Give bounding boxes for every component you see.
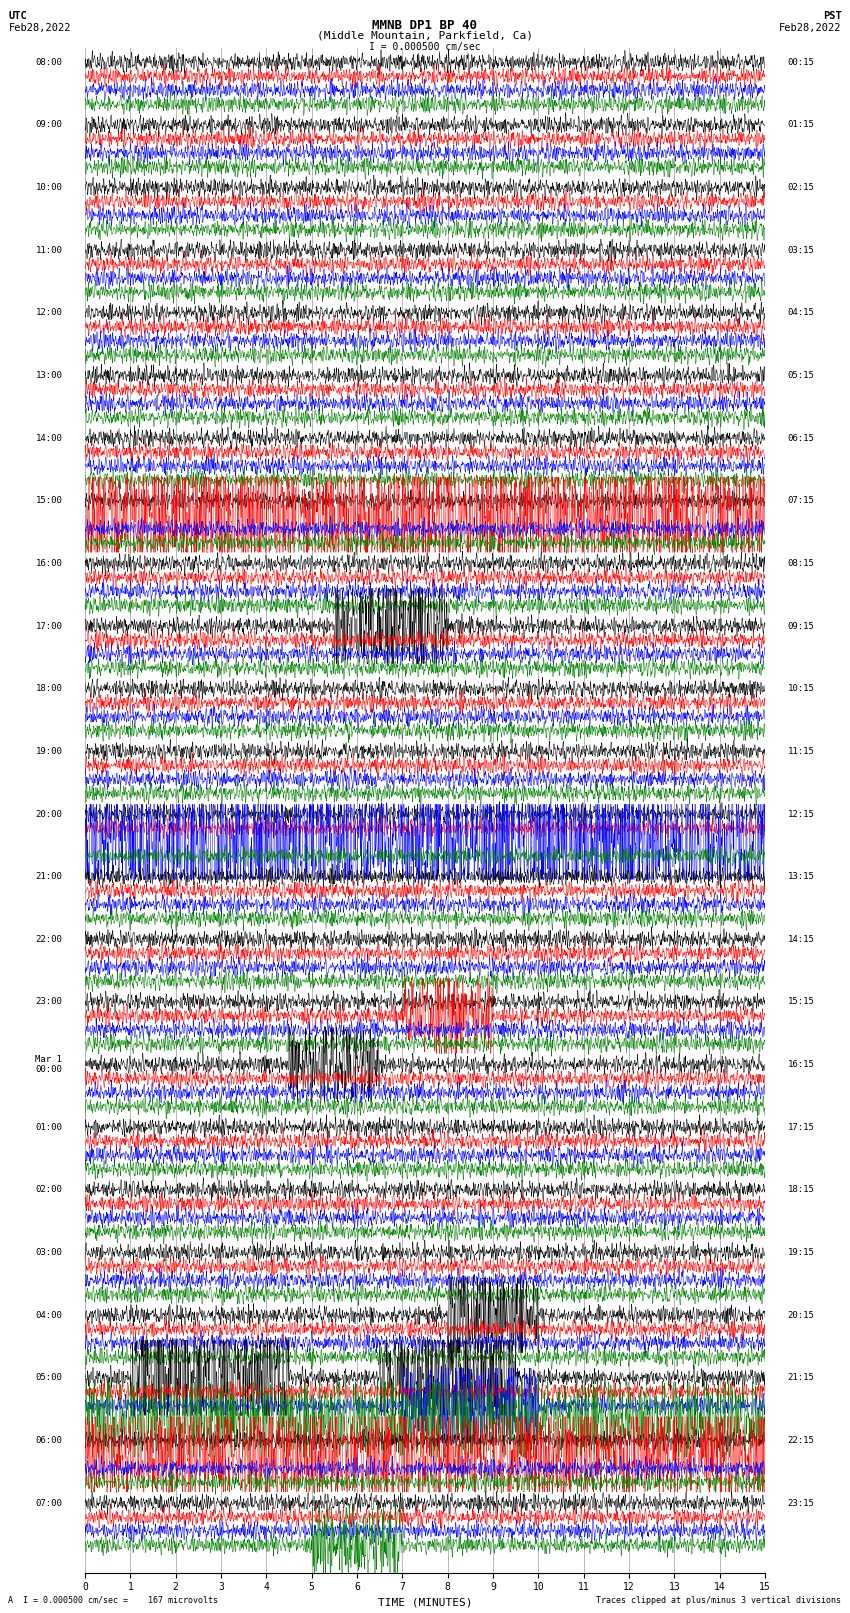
Text: 16:00: 16:00 [36, 560, 62, 568]
Text: 15:00: 15:00 [36, 497, 62, 505]
Text: UTC: UTC [8, 11, 27, 21]
Text: 06:15: 06:15 [788, 434, 814, 442]
Text: 09:00: 09:00 [36, 121, 62, 129]
Text: 04:15: 04:15 [788, 308, 814, 318]
X-axis label: TIME (MINUTES): TIME (MINUTES) [377, 1598, 473, 1608]
Text: 17:15: 17:15 [788, 1123, 814, 1132]
Text: 07:15: 07:15 [788, 497, 814, 505]
Text: 10:15: 10:15 [788, 684, 814, 694]
Text: 12:15: 12:15 [788, 810, 814, 818]
Text: 03:15: 03:15 [788, 245, 814, 255]
Text: 14:15: 14:15 [788, 936, 814, 944]
Text: 03:00: 03:00 [36, 1248, 62, 1257]
Text: Mar 1
00:00: Mar 1 00:00 [36, 1055, 62, 1074]
Text: 13:00: 13:00 [36, 371, 62, 381]
Text: 10:00: 10:00 [36, 184, 62, 192]
Text: 02:15: 02:15 [788, 184, 814, 192]
Text: 18:15: 18:15 [788, 1186, 814, 1194]
Text: 17:00: 17:00 [36, 621, 62, 631]
Text: 22:00: 22:00 [36, 936, 62, 944]
Text: 16:15: 16:15 [788, 1060, 814, 1069]
Text: 12:00: 12:00 [36, 308, 62, 318]
Text: 19:15: 19:15 [788, 1248, 814, 1257]
Text: 23:00: 23:00 [36, 997, 62, 1007]
Text: 21:15: 21:15 [788, 1373, 814, 1382]
Text: 00:15: 00:15 [788, 58, 814, 66]
Text: 02:00: 02:00 [36, 1186, 62, 1194]
Text: (Middle Mountain, Parkfield, Ca): (Middle Mountain, Parkfield, Ca) [317, 31, 533, 40]
Text: 07:00: 07:00 [36, 1498, 62, 1508]
Text: 20:15: 20:15 [788, 1311, 814, 1319]
Text: 22:15: 22:15 [788, 1436, 814, 1445]
Text: 20:00: 20:00 [36, 810, 62, 818]
Text: 15:15: 15:15 [788, 997, 814, 1007]
Text: 05:00: 05:00 [36, 1373, 62, 1382]
Text: Feb28,2022: Feb28,2022 [779, 23, 842, 32]
Text: 06:00: 06:00 [36, 1436, 62, 1445]
Text: PST: PST [823, 11, 842, 21]
Text: 08:00: 08:00 [36, 58, 62, 66]
Text: Traces clipped at plus/minus 3 vertical divisions: Traces clipped at plus/minus 3 vertical … [597, 1595, 842, 1605]
Text: I = 0.000500 cm/sec: I = 0.000500 cm/sec [369, 42, 481, 52]
Text: 05:15: 05:15 [788, 371, 814, 381]
Text: 11:00: 11:00 [36, 245, 62, 255]
Text: 23:15: 23:15 [788, 1498, 814, 1508]
Text: MMNB DP1 BP 40: MMNB DP1 BP 40 [372, 19, 478, 32]
Text: 04:00: 04:00 [36, 1311, 62, 1319]
Text: 11:15: 11:15 [788, 747, 814, 756]
Text: 14:00: 14:00 [36, 434, 62, 442]
Text: Feb28,2022: Feb28,2022 [8, 23, 71, 32]
Text: 08:15: 08:15 [788, 560, 814, 568]
Text: 13:15: 13:15 [788, 873, 814, 881]
Text: 18:00: 18:00 [36, 684, 62, 694]
Text: 01:15: 01:15 [788, 121, 814, 129]
Text: 21:00: 21:00 [36, 873, 62, 881]
Text: A  I = 0.000500 cm/sec =    167 microvolts: A I = 0.000500 cm/sec = 167 microvolts [8, 1595, 218, 1605]
Text: 09:15: 09:15 [788, 621, 814, 631]
Text: 01:00: 01:00 [36, 1123, 62, 1132]
Text: 19:00: 19:00 [36, 747, 62, 756]
